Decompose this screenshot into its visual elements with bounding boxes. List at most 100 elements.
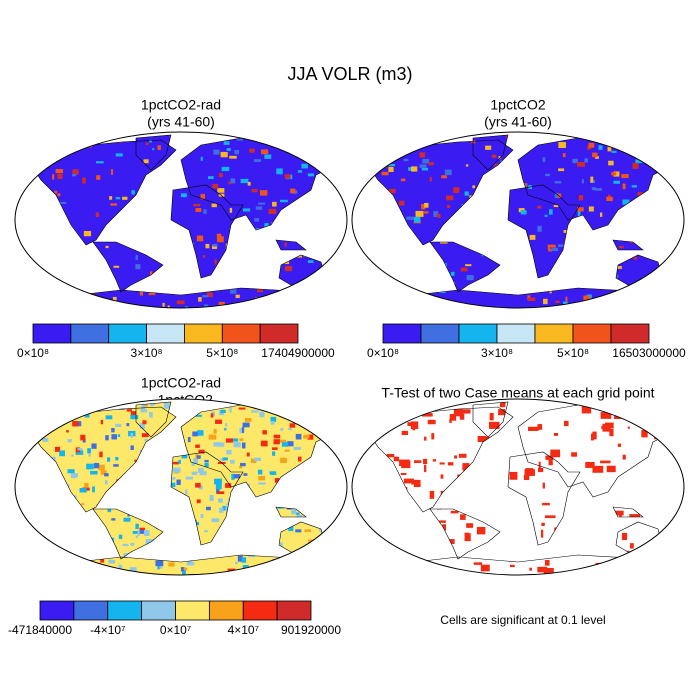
field-cell	[386, 453, 395, 458]
field-cell	[318, 272, 326, 276]
field-cell	[246, 452, 250, 457]
field-cell	[211, 203, 217, 208]
field-cell	[309, 561, 315, 567]
field-cell	[298, 135, 306, 138]
field-cell	[639, 423, 649, 427]
field-cell	[450, 510, 459, 514]
field-cell	[93, 462, 100, 469]
field-cell	[453, 408, 463, 417]
field-cell	[126, 409, 132, 412]
field-cell	[681, 188, 684, 192]
field-cell	[82, 177, 86, 184]
field-cell	[122, 196, 128, 200]
field-cell	[196, 235, 204, 242]
field-cell	[424, 436, 427, 441]
field-cell	[86, 463, 94, 470]
field-cell	[671, 535, 677, 542]
field-cell	[292, 285, 300, 288]
colorbar-box	[208, 600, 244, 621]
field-cell	[240, 178, 249, 184]
field-cell	[240, 402, 244, 404]
field-cell	[94, 301, 101, 307]
field-cell	[82, 438, 86, 443]
field-cell	[328, 402, 332, 405]
field-cell	[340, 407, 341, 410]
field-cell	[592, 431, 597, 440]
field-cell	[661, 547, 669, 555]
field-cell	[613, 416, 623, 419]
field-cell	[338, 435, 341, 438]
field-cell	[587, 145, 591, 150]
field-cell	[310, 287, 319, 294]
field-cell	[604, 138, 609, 143]
field-cell	[31, 297, 32, 303]
field-cell	[421, 204, 426, 210]
colorbar-box	[242, 600, 278, 621]
panel-title: 1pctCO2	[490, 97, 545, 113]
field-cell	[460, 514, 466, 520]
field-cell	[242, 426, 245, 433]
field-cell	[108, 559, 116, 564]
field-cell	[213, 149, 220, 155]
field-cell	[627, 426, 630, 429]
field-cell	[272, 451, 276, 456]
field-cell	[651, 417, 660, 425]
field-cell	[677, 257, 678, 260]
field-cell	[599, 212, 603, 217]
field-cell	[225, 399, 229, 402]
field-cell	[332, 563, 337, 569]
field-cell	[314, 558, 319, 564]
field-cell	[581, 405, 592, 414]
field-cell	[87, 448, 91, 454]
field-cell	[213, 429, 217, 434]
field-cell	[132, 531, 139, 534]
field-cell	[31, 543, 34, 547]
field-cell	[498, 156, 501, 160]
field-cell	[206, 292, 213, 298]
field-cell	[328, 535, 333, 539]
colorbar-label: 5×10⁸	[557, 346, 589, 360]
colorbar-box	[70, 323, 110, 344]
field-cell	[211, 244, 218, 249]
field-cell	[632, 162, 639, 169]
field-cell	[424, 202, 429, 208]
field-cell	[75, 292, 81, 298]
field-cell	[509, 564, 515, 568]
field-cell	[139, 422, 146, 429]
field-cell	[135, 535, 139, 538]
field-cell	[472, 185, 476, 189]
field-cell	[592, 465, 604, 473]
field-cell	[204, 304, 209, 308]
field-cell	[621, 174, 629, 179]
field-cell	[226, 449, 232, 455]
field-cell	[254, 218, 260, 222]
field-cell	[289, 402, 296, 409]
field-cell	[305, 403, 311, 409]
field-cell	[291, 509, 297, 515]
field-cell	[341, 564, 346, 569]
field-cell	[55, 143, 60, 148]
field-cell	[274, 478, 280, 483]
field-cell	[480, 564, 490, 572]
field-cell	[185, 306, 189, 308]
field-cell	[222, 457, 228, 461]
field-cell	[339, 525, 341, 532]
field-cell	[270, 416, 277, 422]
field-cell	[545, 455, 554, 460]
field-cell	[290, 188, 296, 194]
field-cell	[622, 183, 626, 190]
field-cell	[392, 556, 396, 563]
field-cell	[540, 529, 544, 538]
field-cell	[331, 266, 339, 273]
field-cell	[178, 459, 181, 464]
field-cell	[47, 402, 55, 406]
field-cell	[456, 306, 463, 308]
field-cell	[476, 526, 486, 535]
field-cell	[631, 185, 637, 188]
field-cell	[211, 518, 220, 523]
field-cell	[204, 530, 208, 533]
field-cell	[407, 422, 415, 426]
field-cell	[187, 436, 191, 443]
field-cell	[155, 560, 164, 567]
field-cell	[388, 413, 394, 420]
